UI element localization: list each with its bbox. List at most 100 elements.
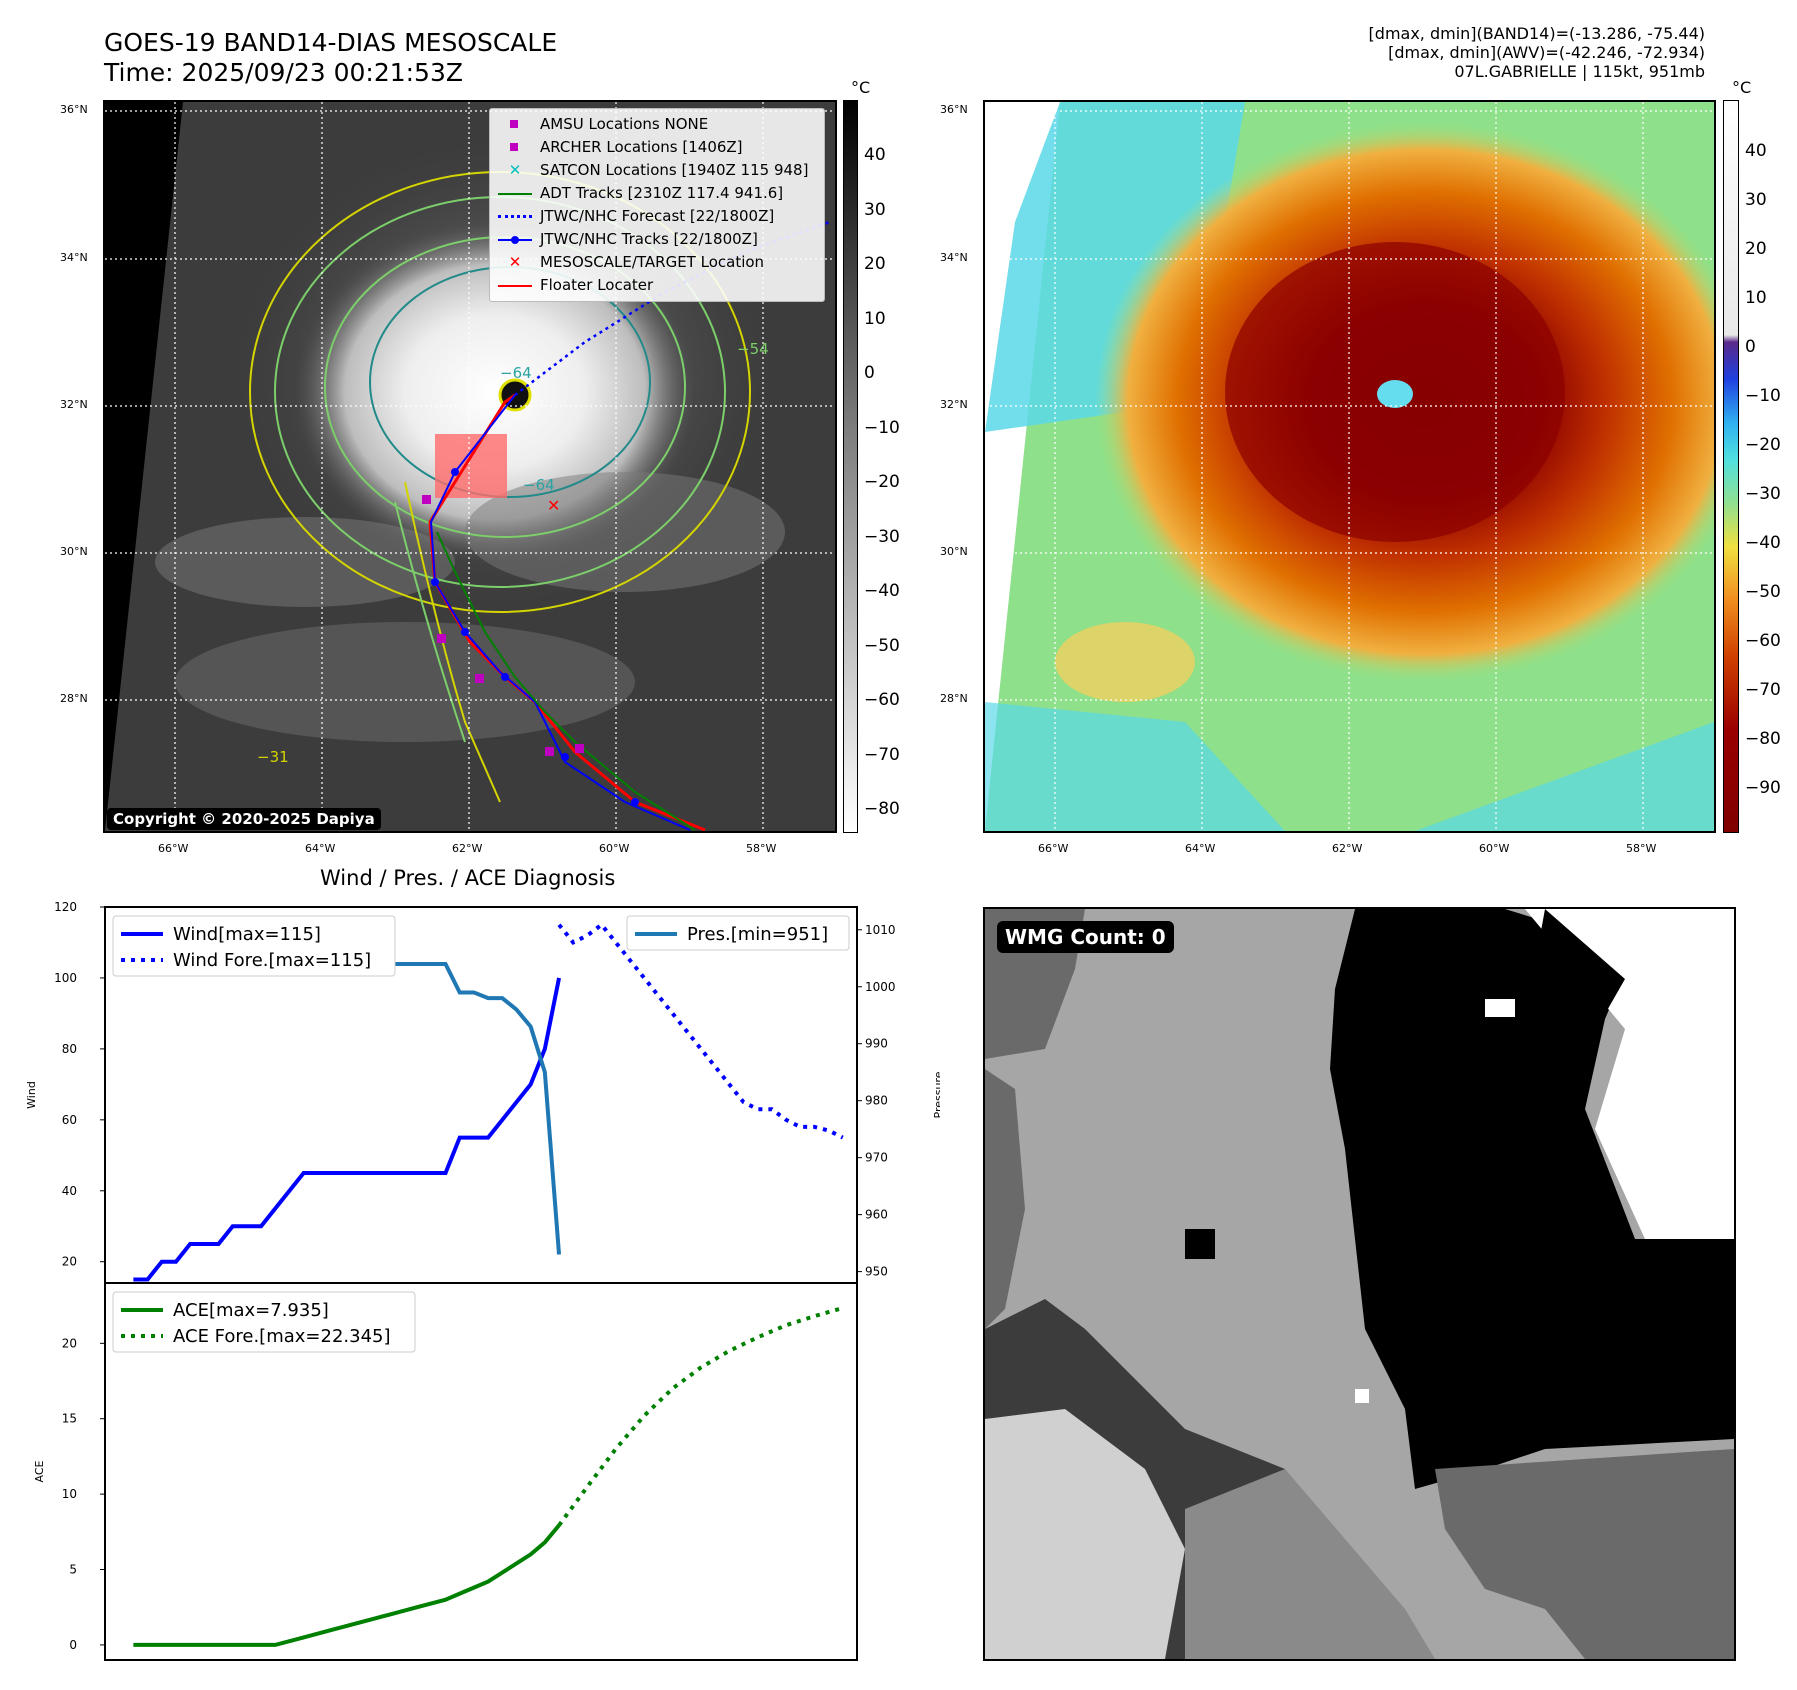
info-storm: 07L.GABRIELLE | 115kt, 951mb bbox=[1454, 62, 1705, 81]
y-tick-label: 20 bbox=[62, 1336, 77, 1350]
diagnosis-title: Wind / Pres. / ACE Diagnosis bbox=[320, 866, 616, 890]
colorbar-tick-label: 30 bbox=[1745, 190, 1767, 210]
y-right-tick-label: 1000 bbox=[865, 980, 896, 994]
colorbar-tick-label: 0 bbox=[1745, 337, 1756, 357]
y-right-tick-label: 990 bbox=[865, 1037, 888, 1051]
colorbar-tick-label: −30 bbox=[864, 526, 900, 547]
series-line bbox=[133, 977, 561, 1282]
lon-label: 58°W bbox=[746, 842, 777, 855]
y-axis-label: Wind bbox=[25, 1081, 38, 1109]
page-title: GOES-19 BAND14-DIAS MESOSCALE bbox=[104, 28, 558, 57]
colorbar-tick-label: −60 bbox=[1745, 631, 1781, 651]
legend-item: ARCHER Locations [1406Z] bbox=[498, 136, 816, 159]
info-awv: [dmax, dmin](AWV)=(-42.246, -72.934) bbox=[1388, 43, 1705, 62]
ir-map-legend: AMSU Locations NONE ARCHER Locations [14… bbox=[489, 108, 825, 302]
colorbar-tick-label: −40 bbox=[1745, 533, 1781, 553]
lon-label: 62°W bbox=[452, 842, 483, 855]
target-x-marker: ✕ bbox=[547, 496, 560, 515]
colorbar-tick-label: −90 bbox=[1745, 778, 1781, 798]
colorbar-tick-label: 20 bbox=[864, 254, 886, 274]
legend-item: AMSU Locations NONE bbox=[498, 113, 816, 136]
ir-colorbar bbox=[843, 100, 858, 833]
y-right-tick-label: 960 bbox=[865, 1208, 888, 1222]
y-right-tick-label: 970 bbox=[865, 1151, 888, 1165]
lat-label: 36°N bbox=[60, 103, 88, 116]
colorbar-tick-label: 20 bbox=[1745, 239, 1767, 259]
info-band14: [dmax, dmin](BAND14)=(-13.286, -75.44) bbox=[1368, 24, 1705, 43]
lat-label: 30°N bbox=[940, 545, 968, 558]
colorbar-tick-label: −70 bbox=[1745, 680, 1781, 700]
colorbar-tick-label: −40 bbox=[864, 581, 900, 601]
ir-map: ✕ . −64 −64 −54 −31 AMSU Locations NONE … bbox=[103, 100, 837, 833]
colorbar-tick-label: −50 bbox=[1745, 582, 1781, 602]
wmg-panel: WMG Count: 0 bbox=[983, 907, 1736, 1661]
series-line bbox=[133, 1523, 561, 1647]
legend-item: JTWC/NHC Forecast [22/1800Z] bbox=[498, 205, 816, 228]
legend-item: JTWC/NHC Tracks [22/1800Z] bbox=[498, 228, 816, 251]
awv-colorbar bbox=[1723, 100, 1739, 833]
awv-colorbar-unit: °C bbox=[1732, 78, 1752, 97]
colorbar-tick-label: −10 bbox=[1745, 386, 1781, 406]
copyright-badge: Copyright © 2020-2025 Dapiya bbox=[107, 808, 381, 830]
y-tick-label: 80 bbox=[62, 1042, 77, 1056]
y-right-tick-label: 980 bbox=[865, 1094, 888, 1108]
y-tick-label: 40 bbox=[62, 1184, 77, 1198]
y-right-tick-label: 1010 bbox=[865, 923, 896, 937]
legend-label: ACE Fore.[max=22.345] bbox=[173, 1326, 391, 1347]
colorbar-tick-label: 30 bbox=[864, 199, 886, 220]
lat-label: 30°N bbox=[60, 545, 88, 558]
series-line bbox=[557, 1306, 844, 1527]
colorbar-tick-label: −20 bbox=[1745, 435, 1781, 455]
ir-colorbar-unit: °C bbox=[851, 78, 871, 97]
y-axis-label: ACE bbox=[33, 1460, 46, 1482]
lon-label: 64°W bbox=[1185, 842, 1216, 855]
contour-label: −64 bbox=[523, 476, 555, 494]
contour-label: −31 bbox=[257, 748, 289, 766]
legend-item: ✕ SATCON Locations [1940Z 115 948] bbox=[508, 161, 809, 179]
lon-label: 64°W bbox=[305, 842, 336, 855]
lat-label: 32°N bbox=[940, 398, 968, 411]
y-tick-label: 60 bbox=[62, 1113, 77, 1127]
lat-label: 28°N bbox=[940, 692, 968, 705]
colorbar-tick-label: −30 bbox=[1745, 484, 1781, 504]
wmg-image bbox=[985, 909, 1734, 1659]
chart-legend bbox=[112, 1291, 416, 1353]
colorbar-tick-label: −20 bbox=[864, 472, 900, 492]
colorbar-tick-label: −80 bbox=[1745, 729, 1781, 749]
lon-label: 60°W bbox=[1479, 842, 1510, 855]
awv-map bbox=[983, 100, 1716, 833]
colorbar-tick-label: 10 bbox=[1745, 288, 1767, 308]
colorbar-tick-label: −70 bbox=[864, 744, 900, 765]
y-right-axis-label: Pressure bbox=[932, 1071, 940, 1118]
colorbar-tick-label: −60 bbox=[864, 690, 900, 710]
contour-label: −54 bbox=[737, 340, 769, 358]
y-tick-label: 120 bbox=[54, 900, 77, 914]
lon-label: 66°W bbox=[158, 842, 189, 855]
legend-label: Pres.[min=951] bbox=[687, 924, 828, 945]
y-right-tick-label: 950 bbox=[865, 1265, 888, 1279]
colorbar-tick-label: 40 bbox=[864, 145, 886, 165]
page-time: Time: 2025/09/23 00:21:53Z bbox=[104, 58, 463, 87]
colorbar-tick-label: 40 bbox=[1745, 141, 1767, 161]
legend-label: ACE[max=7.935] bbox=[173, 1300, 329, 1321]
diagnosis-chart: 20 40 60 80 100 120 950 960 970 980 990 1000 1010 0 5 1… bbox=[25, 900, 940, 1661]
colorbar-tick-label: −50 bbox=[864, 635, 900, 656]
lat-label: 34°N bbox=[940, 251, 968, 264]
colorbar-tick-label: 10 bbox=[864, 308, 886, 329]
y-tick-label: 20 bbox=[62, 1255, 77, 1269]
y-tick-label: 0 bbox=[69, 1638, 77, 1652]
lat-label: 28°N bbox=[60, 692, 88, 705]
legend-item: ADT Tracks [2310Z 117.4 941.6] bbox=[498, 182, 816, 205]
y-tick-label: 100 bbox=[54, 971, 77, 985]
series-line bbox=[557, 921, 844, 1140]
legend-item: ✕ MESOSCALE/TARGET Location bbox=[508, 253, 765, 271]
lat-label: 36°N bbox=[940, 103, 968, 116]
wmg-count-badge: WMG Count: 0 bbox=[997, 921, 1174, 953]
ace-axes bbox=[104, 1282, 858, 1661]
contour-label: −64 bbox=[500, 364, 532, 382]
lon-label: 62°W bbox=[1332, 842, 1363, 855]
y-tick-label: 5 bbox=[69, 1563, 77, 1577]
colorbar-tick-label: −80 bbox=[864, 799, 900, 819]
colorbar-tick-label: −10 bbox=[864, 417, 900, 438]
awv-map-image bbox=[985, 102, 1714, 831]
